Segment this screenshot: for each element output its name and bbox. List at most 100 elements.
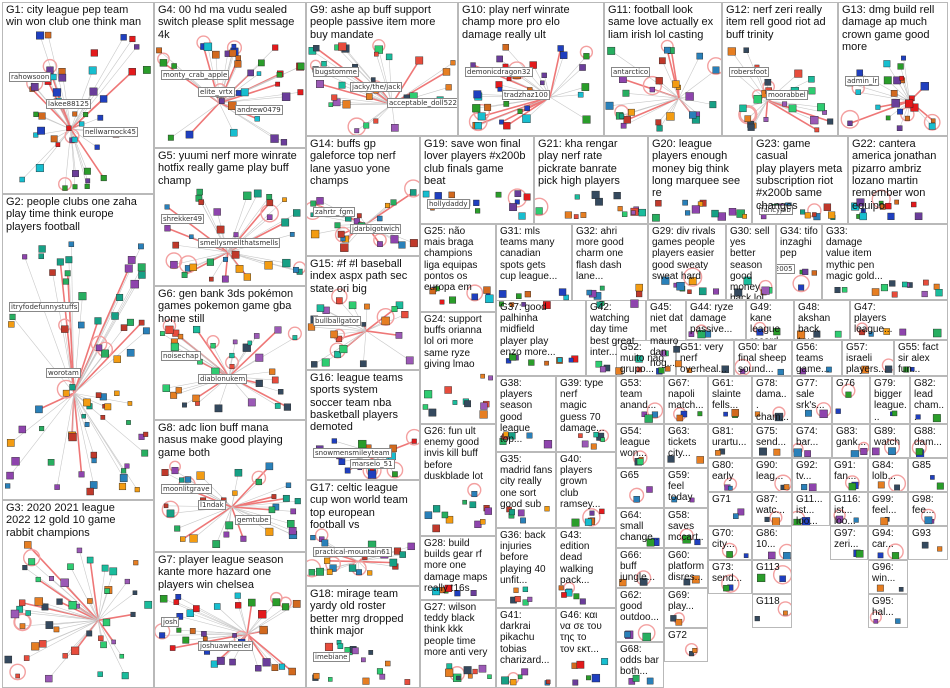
user-node xyxy=(473,199,480,206)
edge xyxy=(97,581,128,621)
user-node xyxy=(859,212,867,221)
user-node xyxy=(189,534,198,543)
edge xyxy=(64,620,99,656)
user-node xyxy=(524,291,531,298)
user-node xyxy=(521,668,529,676)
user-node xyxy=(687,289,692,294)
user-node xyxy=(134,44,140,50)
user-node xyxy=(248,598,256,607)
user-node xyxy=(120,324,128,331)
group-cell-g65: G65 xyxy=(616,468,664,508)
group-network-art xyxy=(307,528,415,578)
user-node xyxy=(514,596,521,603)
user-node xyxy=(184,476,192,483)
user-node xyxy=(713,288,720,295)
user-node xyxy=(480,519,486,525)
user-node xyxy=(636,366,642,373)
user-node xyxy=(901,281,908,288)
node-name-tag: noisechap xyxy=(161,350,201,361)
user-node xyxy=(405,356,414,365)
user-node xyxy=(404,679,411,685)
user-node xyxy=(134,487,140,493)
user-node xyxy=(16,605,24,613)
user-node xyxy=(30,83,39,91)
user-node xyxy=(889,280,896,287)
edge xyxy=(89,600,99,621)
user-node xyxy=(161,469,169,476)
group-network-art xyxy=(801,483,817,491)
user-node xyxy=(635,355,643,363)
user-node xyxy=(448,191,455,199)
user-node xyxy=(581,83,590,91)
user-node xyxy=(409,239,418,248)
group-network-art xyxy=(506,506,550,524)
user-node xyxy=(469,501,477,509)
user-node xyxy=(535,207,543,215)
user-node xyxy=(697,411,703,417)
user-node xyxy=(392,471,398,477)
edge xyxy=(549,94,581,98)
node-name-tag: monty_crab_apple xyxy=(161,69,230,80)
edge xyxy=(211,252,229,280)
edge xyxy=(767,100,818,131)
user-node xyxy=(35,164,44,173)
group-cell-g73: G73: send... xyxy=(708,560,752,594)
user-node xyxy=(344,467,351,474)
self-loop xyxy=(840,109,860,129)
group-network-art xyxy=(930,475,944,490)
edge xyxy=(26,620,99,659)
group-network-art xyxy=(793,510,811,525)
user-node xyxy=(138,271,146,279)
group-cell-g60: G60: platform disres... xyxy=(664,548,708,588)
user-node xyxy=(283,403,292,411)
user-node xyxy=(407,542,415,551)
user-node xyxy=(130,279,139,289)
user-node xyxy=(216,656,225,665)
user-node xyxy=(827,118,834,125)
user-node xyxy=(101,564,109,572)
user-node xyxy=(429,287,437,295)
user-node xyxy=(508,509,515,516)
user-node xyxy=(544,506,550,512)
user-node xyxy=(914,212,923,221)
node-name-tag: joshuawheeler xyxy=(198,641,253,652)
edge xyxy=(356,103,393,131)
user-node xyxy=(114,390,120,396)
group-network-art xyxy=(757,565,791,585)
user-node xyxy=(142,66,151,74)
user-node xyxy=(503,101,510,107)
user-node xyxy=(841,287,848,293)
user-node xyxy=(266,214,273,220)
user-node xyxy=(480,402,488,410)
group-cell-g52: G52: muito não grupo... xyxy=(616,340,676,376)
user-node xyxy=(39,426,45,432)
node-name-tag: snowmensmileyteam xyxy=(313,447,392,458)
user-node xyxy=(35,405,43,414)
user-node xyxy=(834,330,842,338)
self-loop xyxy=(22,549,41,567)
edge xyxy=(219,73,260,104)
edge xyxy=(549,67,583,98)
group-network-art xyxy=(5,241,150,496)
edge xyxy=(246,602,253,635)
group-network-art xyxy=(535,190,646,219)
edge xyxy=(334,97,392,105)
group-cell-g99: G99: feel... xyxy=(868,492,908,526)
group-network-art xyxy=(921,541,943,552)
edge xyxy=(38,601,99,621)
user-node xyxy=(271,494,277,499)
user-node xyxy=(467,673,473,679)
user-node xyxy=(62,185,68,191)
user-node xyxy=(873,619,879,624)
group-network-art xyxy=(619,570,652,587)
edge xyxy=(666,49,680,99)
user-node xyxy=(235,602,242,609)
group-cell-g88: G88: dam... xyxy=(910,424,948,458)
group-cell-g11: antarctico G11: football look same love ac… xyxy=(604,2,722,136)
group-cell-g78: G78: dama... cham... xyxy=(752,376,792,424)
user-node xyxy=(753,95,762,104)
user-node xyxy=(338,42,347,51)
group-network-art xyxy=(835,383,856,414)
user-node xyxy=(656,125,663,132)
user-node xyxy=(262,658,271,667)
